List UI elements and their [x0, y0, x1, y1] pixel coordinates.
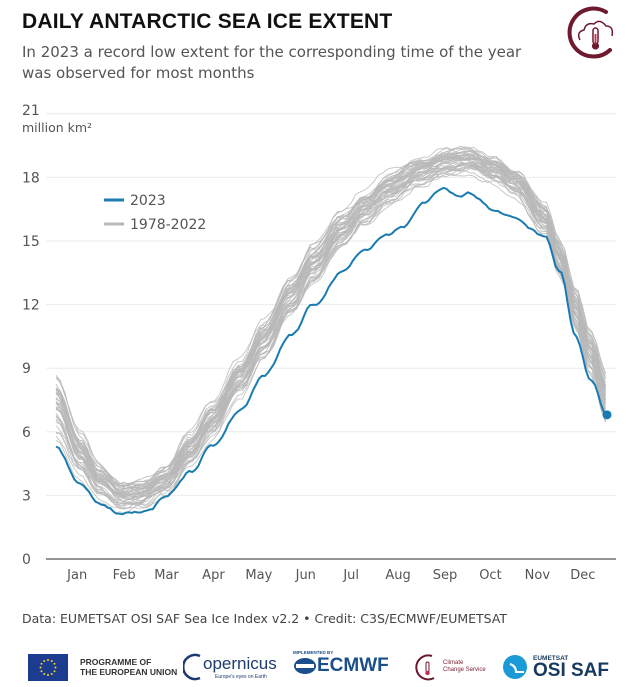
- historical-line: [55, 146, 606, 494]
- ecmwf-wordmark: ECMWF: [317, 655, 389, 676]
- legend-label-1978-2022: 1978-2022: [130, 217, 206, 233]
- historical-lines-1978-2022: [55, 145, 606, 515]
- copernicus-wordmark: opernicus: [203, 654, 277, 673]
- y-tick-label: 21: [22, 103, 40, 119]
- x-tick-label-jul: Jul: [342, 568, 359, 583]
- x-axis-month-labels: Jan Feb Mar Apr May Jun Jul Aug Sep Oct Nov Dec: [66, 568, 595, 583]
- x-tick-label-feb: Feb: [113, 568, 136, 583]
- osi-saf-logo: EUMETSAT OSI SAF: [502, 650, 609, 684]
- copernicus-tagline: Europe's eyes on Earth: [215, 674, 267, 680]
- y-axis-tick-labels: 0 3 6 9 12 15 18 21: [22, 103, 40, 568]
- eu-text-line1: PROGRAMME OF: [80, 657, 152, 667]
- historical-line: [55, 155, 606, 503]
- osi-saf-globe-icon: [503, 655, 527, 679]
- historical-line: [55, 155, 606, 499]
- ecmwf-symbol-icon: [294, 658, 316, 674]
- gridlines: [46, 113, 616, 496]
- c3s-thermometer-icon: [415, 654, 435, 681]
- c3s-logo: Climate Change Service: [414, 650, 486, 684]
- line-2023-end-marker: [602, 410, 612, 420]
- historical-line: [55, 163, 606, 507]
- x-tick-label-oct: Oct: [479, 568, 501, 583]
- ecmwf-logo: IMPLEMENTED BY ECMWF: [293, 650, 389, 684]
- eu-flag-icon: [28, 653, 68, 681]
- c3s-text-line1: Climate: [443, 660, 464, 666]
- historical-line: [55, 162, 606, 498]
- y-tick-label: 9: [22, 361, 31, 377]
- historical-line: [55, 153, 606, 491]
- copernicus-arc-icon: [183, 653, 201, 681]
- ecmwf-implemented-by: IMPLEMENTED BY: [293, 650, 334, 655]
- x-tick-label-mar: Mar: [154, 568, 179, 583]
- historical-line: [55, 162, 606, 493]
- legend-label-2023: 2023: [130, 193, 166, 209]
- historical-line: [55, 162, 606, 507]
- y-tick-label: 15: [22, 234, 40, 250]
- y-tick-label: 0: [22, 552, 31, 568]
- eu-text-line2: THE EUROPEAN UNION: [80, 667, 178, 677]
- series-2023: [55, 186, 612, 516]
- x-tick-label-aug: Aug: [385, 568, 410, 583]
- historical-line: [55, 161, 606, 507]
- x-tick-label-nov: Nov: [525, 568, 551, 583]
- x-tick-label-may: May: [245, 568, 272, 583]
- historical-line: [55, 164, 606, 495]
- y-tick-label: 12: [22, 298, 40, 314]
- y-tick-label: 6: [22, 425, 31, 441]
- legend: 2023 1978-2022: [104, 193, 206, 233]
- historical-line: [55, 158, 606, 501]
- y-axis-unit-label: million km²: [22, 120, 92, 135]
- x-tick-label-dec: Dec: [570, 568, 595, 583]
- x-tick-label-sep: Sep: [433, 568, 458, 583]
- x-tick-label-jan: Jan: [66, 568, 87, 583]
- c3s-text-line2: Change Service: [443, 667, 486, 673]
- line-2023: [55, 186, 608, 516]
- partner-logos: PROGRAMME OF THE EUROPEAN UNION opernicu…: [0, 650, 640, 687]
- copernicus-logo: opernicus Europe's eyes on Earth: [183, 650, 277, 684]
- climate-change-service-thermometer-cloud-icon: [567, 6, 614, 59]
- chart-title: DAILY ANTARCTIC SEA ICE EXTENT: [22, 10, 393, 33]
- osi-saf-wordmark: OSI SAF: [533, 659, 610, 681]
- x-tick-label-apr: Apr: [202, 568, 225, 583]
- chart-subtitle: In 2023 a record low extent for the corr…: [22, 43, 522, 82]
- historical-line: [55, 159, 606, 506]
- historical-line: [55, 163, 606, 506]
- historical-line: [55, 164, 606, 505]
- sea-ice-extent-chart: 0 3 6 9 12 15 18 21 million km² Jan Feb Mar Apr May…: [22, 103, 616, 583]
- osi-eumetsat-label: EUMETSAT: [533, 654, 569, 662]
- historical-line: [55, 149, 606, 490]
- historical-line: [55, 157, 606, 499]
- y-tick-label: 3: [22, 488, 31, 504]
- historical-line: [55, 161, 606, 501]
- data-credit: Data: EUMETSAT OSI SAF Sea Ice Index v2.…: [22, 611, 508, 626]
- historical-line: [55, 166, 606, 498]
- x-tick-label-jun: Jun: [295, 568, 316, 583]
- y-tick-label: 18: [22, 170, 40, 186]
- eu-programme-logo: PROGRAMME OF THE EUROPEAN UNION: [28, 650, 177, 684]
